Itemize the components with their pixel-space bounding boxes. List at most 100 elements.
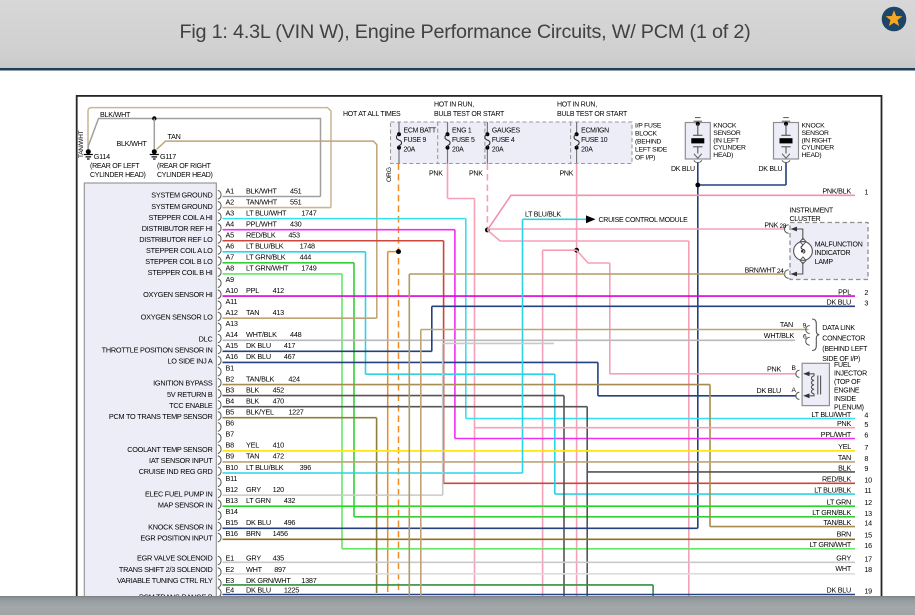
svg-text:B10: B10	[226, 463, 238, 472]
svg-text:24: 24	[777, 268, 784, 275]
svg-text:GRY: GRY	[246, 553, 261, 562]
svg-text:13: 13	[864, 509, 872, 518]
svg-text:451: 451	[290, 186, 302, 195]
svg-text:1387: 1387	[301, 576, 316, 585]
svg-text:SENSOR: SENSOR	[802, 130, 830, 137]
svg-text:E1: E1	[226, 553, 235, 562]
svg-text:STEPPER COIL B HI: STEPPER COIL B HI	[148, 268, 213, 277]
svg-text:ENGINE: ENGINE	[834, 387, 860, 394]
svg-text:G117: G117	[160, 152, 176, 161]
svg-text:BLK/YEL: BLK/YEL	[246, 408, 274, 417]
svg-text:B: B	[792, 365, 797, 372]
svg-text:CLUSTER: CLUSTER	[790, 216, 821, 223]
svg-text:410: 410	[273, 441, 285, 450]
svg-text:YEL: YEL	[838, 442, 851, 451]
svg-text:THROTTLE POSITION SENSOR IN: THROTTLE POSITION SENSOR IN	[102, 346, 213, 355]
svg-text:ORG: ORG	[386, 167, 393, 182]
svg-text:WHT/BLK: WHT/BLK	[246, 330, 277, 339]
svg-text:OXYGEN SENSOR LO: OXYGEN SENSOR LO	[141, 312, 213, 321]
svg-text:LT BLU/WHT: LT BLU/WHT	[246, 208, 287, 217]
svg-text:A16: A16	[226, 352, 238, 361]
svg-text:396: 396	[300, 463, 312, 472]
svg-text:DISTRIBUTOR REF HI: DISTRIBUTOR REF HI	[142, 224, 213, 233]
svg-text:I/P FUSE: I/P FUSE	[635, 123, 662, 130]
svg-text:1: 1	[864, 187, 868, 196]
svg-text:WHT: WHT	[835, 564, 851, 573]
svg-text:DK BLU: DK BLU	[246, 352, 271, 361]
svg-text:B13: B13	[226, 496, 238, 505]
svg-text:1227: 1227	[288, 408, 303, 417]
svg-text:CRUISE CONTROL MODULE: CRUISE CONTROL MODULE	[599, 217, 689, 224]
svg-text:20A: 20A	[452, 147, 464, 154]
svg-text:470: 470	[273, 396, 285, 405]
svg-text:5: 5	[864, 420, 868, 429]
svg-text:INSTRUMENT: INSTRUMENT	[790, 208, 834, 215]
svg-text:B15: B15	[226, 518, 238, 527]
svg-text:B9: B9	[226, 452, 235, 461]
svg-text:BULB TEST OR START: BULB TEST OR START	[557, 111, 628, 118]
svg-text:CYLINDER HEAD): CYLINDER HEAD)	[90, 172, 146, 179]
svg-text:B4: B4	[226, 396, 235, 405]
svg-text:A3: A3	[226, 208, 235, 217]
svg-text:B14: B14	[226, 507, 238, 516]
svg-text:E2: E2	[226, 565, 235, 574]
svg-text:A2: A2	[226, 197, 235, 206]
svg-text:SYSTEM GROUND: SYSTEM GROUND	[151, 191, 212, 200]
svg-text:LT BLU/BLK: LT BLU/BLK	[246, 242, 284, 251]
svg-text:A: A	[792, 387, 797, 394]
svg-text:B16: B16	[226, 529, 238, 538]
svg-text:1749: 1749	[301, 264, 316, 273]
svg-text:TRANS SHIFT 2/3 SOLENOID: TRANS SHIFT 2/3 SOLENOID	[119, 565, 213, 574]
svg-text:B6: B6	[226, 419, 235, 428]
svg-text:KNOCK: KNOCK	[802, 123, 826, 130]
svg-text:HEAD): HEAD)	[713, 152, 733, 159]
svg-text:LT BLU/BLK: LT BLU/BLK	[814, 486, 851, 495]
svg-text:(BEHIND LEFT: (BEHIND LEFT	[822, 346, 868, 353]
svg-text:BLK/WHT: BLK/WHT	[246, 186, 277, 195]
svg-text:B2: B2	[226, 374, 235, 383]
svg-text:(REAR OF LEFT: (REAR OF LEFT	[90, 163, 140, 170]
svg-text:120: 120	[273, 485, 285, 494]
svg-text:BRN/WHT: BRN/WHT	[745, 267, 777, 274]
svg-text:PPL: PPL	[838, 287, 851, 296]
svg-text:DLC: DLC	[199, 334, 213, 343]
svg-text:TAN/BLK: TAN/BLK	[823, 518, 851, 527]
svg-text:20A: 20A	[581, 147, 593, 154]
svg-text:A15: A15	[226, 341, 238, 350]
svg-text:14: 14	[864, 519, 872, 528]
svg-text:TAN/WHT: TAN/WHT	[246, 197, 278, 206]
svg-text:DK BLU: DK BLU	[757, 386, 782, 395]
svg-text:A10: A10	[226, 286, 238, 295]
svg-text:3: 3	[864, 298, 868, 307]
svg-text:DK BLU: DK BLU	[827, 298, 852, 307]
svg-text:A6: A6	[226, 242, 235, 251]
svg-text:B3: B3	[226, 385, 235, 394]
svg-text:PNK: PNK	[837, 419, 851, 428]
svg-text:28: 28	[780, 223, 787, 230]
svg-text:897: 897	[274, 565, 286, 574]
svg-text:WHT/BLK: WHT/BLK	[764, 331, 795, 340]
svg-text:HOT IN RUN,: HOT IN RUN,	[557, 102, 597, 109]
svg-text:444: 444	[300, 253, 312, 262]
svg-text:BLK/WHT: BLK/WHT	[100, 110, 131, 119]
svg-text:BRN: BRN	[837, 530, 851, 539]
svg-text:1748: 1748	[300, 242, 315, 251]
svg-text:HEAD): HEAD)	[802, 152, 822, 159]
svg-text:GRY: GRY	[246, 485, 261, 494]
svg-text:STEPPER COIL B LO: STEPPER COIL B LO	[145, 257, 213, 266]
svg-text:A11: A11	[226, 297, 238, 306]
svg-text:E3: E3	[226, 576, 235, 585]
svg-text:RED/BLK: RED/BLK	[822, 475, 851, 484]
svg-text:6: 6	[864, 431, 868, 440]
svg-text:1747: 1747	[301, 208, 316, 217]
svg-text:A4: A4	[226, 219, 235, 228]
svg-text:A12: A12	[226, 308, 238, 317]
svg-text:LT GRN/WHT: LT GRN/WHT	[246, 264, 289, 273]
svg-text:OXYGEN SENSOR HI: OXYGEN SENSOR HI	[143, 290, 213, 299]
svg-text:DK GRN/WHT: DK GRN/WHT	[246, 576, 291, 585]
svg-text:LT GRN: LT GRN	[246, 496, 271, 505]
svg-text:TAN/BLK: TAN/BLK	[246, 374, 275, 383]
svg-text:DK BLU: DK BLU	[759, 166, 783, 173]
svg-text:413: 413	[273, 308, 285, 317]
svg-text:17: 17	[864, 554, 872, 563]
